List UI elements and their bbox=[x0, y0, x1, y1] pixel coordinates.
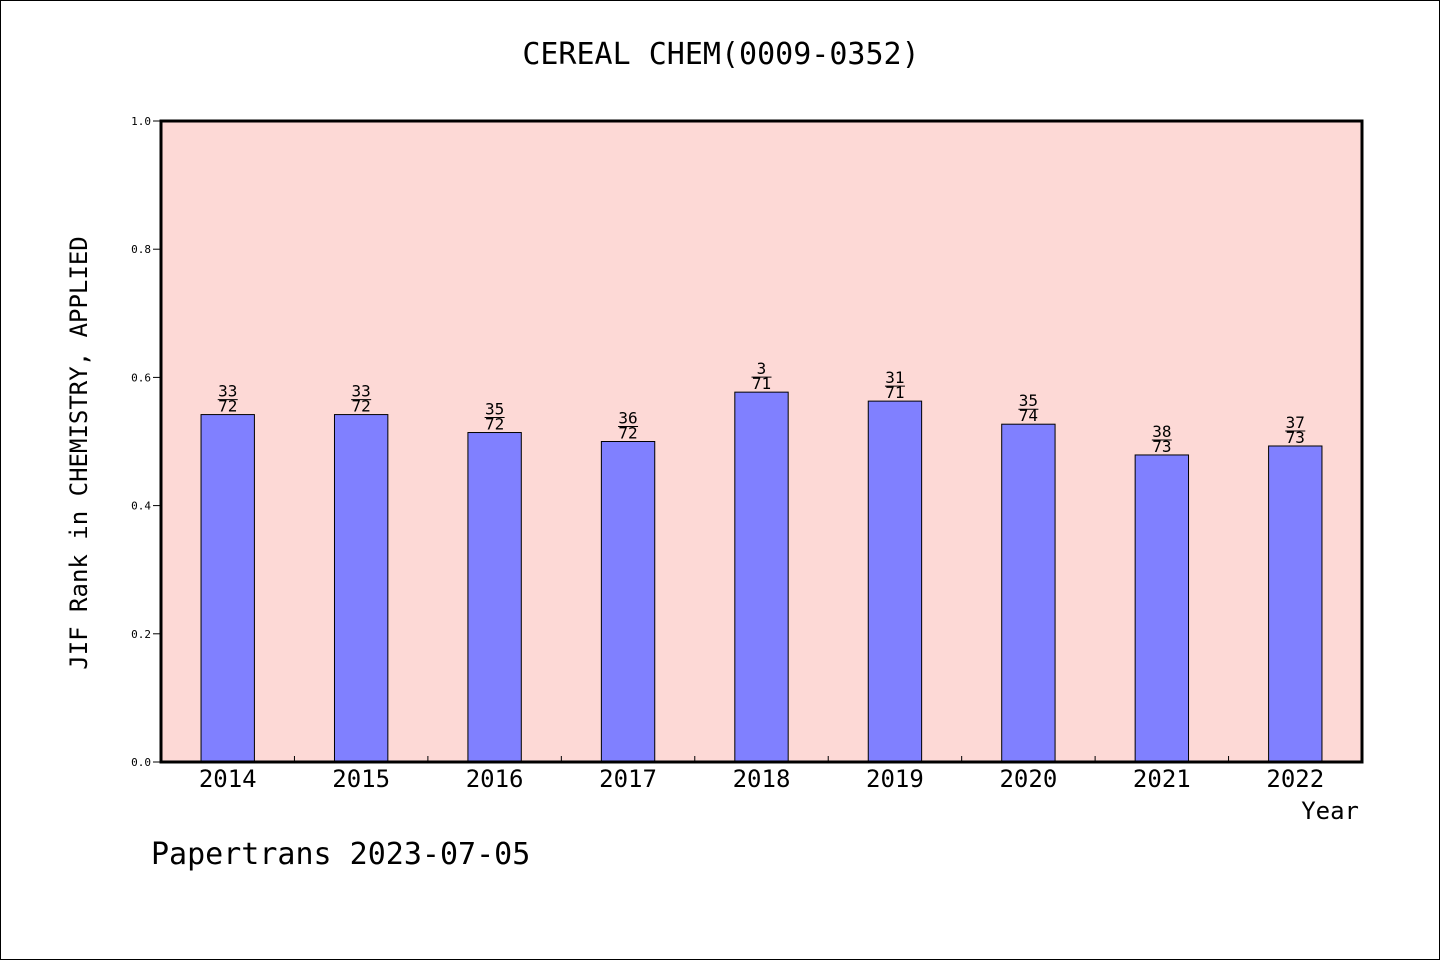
y-tick-label: 0.6 bbox=[131, 371, 151, 384]
x-axis-label: Year bbox=[1301, 797, 1359, 825]
bar-2020 bbox=[1001, 423, 1056, 763]
y-tick-label: 0.0 bbox=[131, 756, 151, 769]
bar-2017 bbox=[600, 441, 656, 763]
bar-2015 bbox=[333, 414, 389, 763]
x-tick-label: 2018 bbox=[733, 765, 791, 793]
x-tick-label: 2020 bbox=[999, 765, 1057, 793]
bar-rank-label: 38 bbox=[1152, 422, 1171, 441]
bar-2022 bbox=[1268, 445, 1323, 763]
bar-total-label: 72 bbox=[218, 397, 237, 416]
chart-title: CEREAL CHEM(0009-0352) bbox=[522, 37, 920, 72]
y-tick-label: 0.8 bbox=[131, 243, 151, 256]
x-axis: 2014 2015 2016 2017 2018 2019 2020 2021 2022 bbox=[199, 756, 1324, 793]
bar-total-label: 72 bbox=[352, 397, 371, 416]
x-tick-label: 2021 bbox=[1133, 765, 1191, 793]
x-tick-label: 2015 bbox=[332, 765, 390, 793]
bar-rank-label: 35 bbox=[485, 400, 504, 419]
bar-rank-label: 36 bbox=[618, 409, 637, 428]
x-tick-label: 2019 bbox=[866, 765, 924, 793]
x-tick-label: 2014 bbox=[199, 765, 257, 793]
bar-total-label: 73 bbox=[1286, 428, 1305, 447]
bar-total-label: 72 bbox=[618, 424, 637, 443]
bar-rank-label: 37 bbox=[1286, 413, 1305, 432]
bar-2016 bbox=[467, 432, 522, 763]
x-tick-label: 2022 bbox=[1266, 765, 1324, 793]
bar-rank-label: 31 bbox=[885, 368, 904, 387]
footer-credit: Papertrans 2023-07-05 bbox=[151, 837, 531, 872]
y-tick-label: 1.0 bbox=[131, 115, 151, 128]
x-tick-label: 2017 bbox=[599, 765, 657, 793]
bar-total-label: 74 bbox=[1019, 406, 1038, 425]
y-tick-label: 0.4 bbox=[131, 500, 151, 513]
bar-total-label: 71 bbox=[885, 383, 904, 402]
bar-total-label: 71 bbox=[752, 374, 771, 393]
bar-rank-label: 3 bbox=[757, 359, 767, 378]
bar-rank-label: 33 bbox=[218, 382, 237, 401]
bar-rank-label: 35 bbox=[1019, 391, 1038, 410]
y-axis: 0.0 0.2 0.4 0.6 0.8 1.0 bbox=[131, 115, 161, 769]
bar-2018 bbox=[734, 391, 789, 763]
bar-2014 bbox=[200, 414, 255, 763]
bar-2019 bbox=[867, 400, 923, 763]
y-tick-label: 0.2 bbox=[131, 628, 151, 641]
bar-total-label: 72 bbox=[485, 415, 504, 434]
plot-border bbox=[159, 119, 1364, 764]
x-tick-label: 2016 bbox=[466, 765, 524, 793]
bar-total-label: 73 bbox=[1152, 437, 1171, 456]
bar-rank-label: 33 bbox=[352, 382, 371, 401]
bar-2021 bbox=[1134, 454, 1190, 763]
